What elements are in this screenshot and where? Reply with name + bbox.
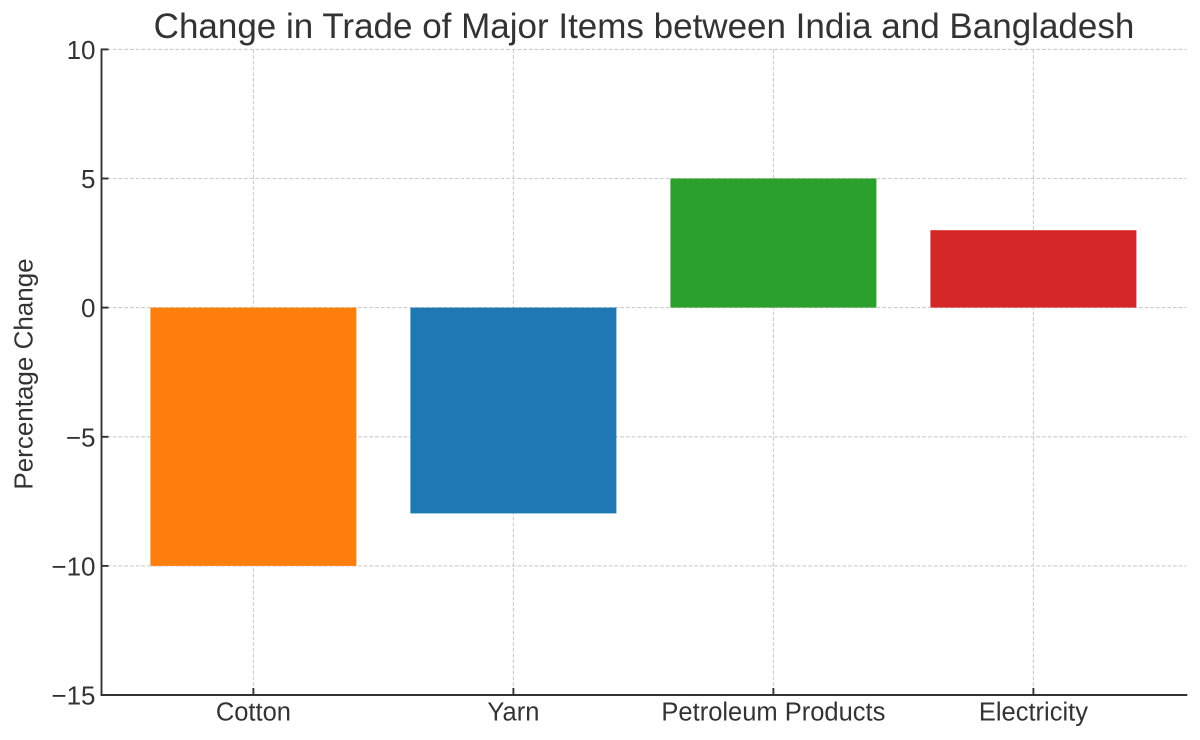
svg-text:−15: −15: [51, 681, 95, 711]
svg-text:Electricity: Electricity: [979, 699, 1088, 727]
svg-text:Cotton: Cotton: [216, 699, 291, 727]
svg-text:−10: −10: [51, 552, 95, 582]
svg-text:0: 0: [81, 293, 95, 323]
svg-text:10: 10: [67, 35, 96, 65]
svg-text:Percentage Change: Percentage Change: [9, 258, 39, 489]
svg-text:5: 5: [81, 164, 95, 194]
svg-text:Yarn: Yarn: [487, 699, 539, 727]
svg-text:Change in Trade of Major Items: Change in Trade of Major Items between I…: [154, 7, 1135, 46]
svg-text:−5: −5: [66, 422, 96, 452]
svg-text:Petroleum Products: Petroleum Products: [661, 699, 885, 727]
